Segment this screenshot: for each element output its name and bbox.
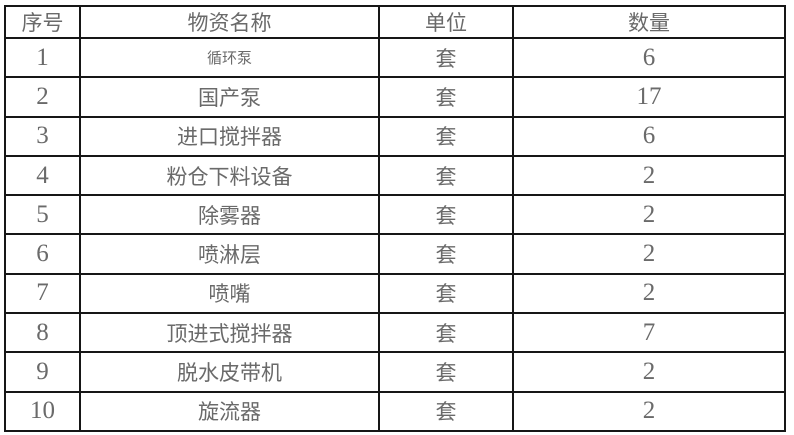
cell-qty: 6 <box>512 36 786 79</box>
cell-unit: 套 <box>378 115 514 157</box>
cell-no: 7 <box>4 272 81 315</box>
cell-unit: 套 <box>378 233 514 275</box>
cell-name: 进口搅拌器 <box>79 115 380 157</box>
table-row: 9 脱水皮带机套 2 <box>4 351 786 393</box>
cell-no: 5 <box>4 194 81 236</box>
table-row: 3 进口搅拌器套 6 <box>4 115 786 157</box>
cell-qty: 2 <box>512 272 786 315</box>
cell-no: 9 <box>4 351 81 393</box>
table-row: 7 喷嘴套 2 <box>4 272 786 315</box>
cell-no: 2 <box>4 76 81 118</box>
table-body: 1 循环泵套 6 2 国产泵套 17 3 进口搅拌器套 6 4 粉仓下料设备套 2 5 除雾器套 2 6 喷淋层… <box>4 36 786 433</box>
cell-no: 3 <box>4 115 81 157</box>
cell-unit: 套 <box>378 194 514 236</box>
table-row: 6 喷淋层套 2 <box>4 233 786 275</box>
cell-unit: 套 <box>378 154 514 197</box>
cell-qty: 2 <box>512 194 786 236</box>
header-cell-no: 序号 <box>4 5 81 39</box>
cell-name: 国产泵 <box>79 76 380 118</box>
cell-unit: 套 <box>378 36 514 79</box>
cell-unit: 套 <box>378 76 514 118</box>
cell-name: 循环泵 <box>79 36 380 79</box>
cell-qty: 2 <box>512 154 786 197</box>
cell-name: 喷嘴 <box>79 272 380 315</box>
cell-unit: 套 <box>378 272 514 315</box>
cell-qty: 2 <box>512 390 786 433</box>
header-cell-unit: 单位 <box>378 5 514 39</box>
cell-qty: 2 <box>512 233 786 275</box>
cell-no: 6 <box>4 233 81 275</box>
cell-no: 1 <box>4 36 81 79</box>
cell-unit: 套 <box>378 312 514 354</box>
cell-qty: 2 <box>512 351 786 393</box>
cell-name: 喷淋层 <box>79 233 380 275</box>
materials-table-container: 序号 物资名称 单位 数量 1 循环泵套 6 2 国产泵套 17 3 进口搅拌器套 6 4 粉仓下料设备套… <box>4 5 786 433</box>
table-row: 4 粉仓下料设备套 2 <box>4 154 786 197</box>
cell-name: 除雾器 <box>79 194 380 236</box>
cell-unit: 套 <box>378 390 514 433</box>
header-cell-qty: 数量 <box>512 5 786 39</box>
table-row: 1 循环泵套 6 <box>4 36 786 79</box>
cell-qty: 7 <box>512 312 786 354</box>
cell-name: 粉仓下料设备 <box>79 154 380 197</box>
table-row: 5 除雾器套 2 <box>4 194 786 236</box>
cell-no: 4 <box>4 154 81 197</box>
table-row: 10 旋流器套 2 <box>4 390 786 433</box>
table-row: 2 国产泵套 17 <box>4 76 786 118</box>
cell-qty: 17 <box>512 76 786 118</box>
cell-no: 10 <box>4 390 81 433</box>
materials-table: 序号 物资名称 单位 数量 1 循环泵套 6 2 国产泵套 17 3 进口搅拌器套 6 4 粉仓下料设备套… <box>4 5 786 433</box>
cell-name: 顶进式搅拌器 <box>79 312 380 354</box>
cell-name: 旋流器 <box>79 390 380 433</box>
table-header: 序号 物资名称 单位 数量 <box>4 5 786 39</box>
cell-unit: 套 <box>378 351 514 393</box>
table-row: 8 顶进式搅拌器套 7 <box>4 312 786 354</box>
header-row: 序号 物资名称 单位 数量 <box>4 5 786 39</box>
cell-no: 8 <box>4 312 81 354</box>
cell-qty: 6 <box>512 115 786 157</box>
header-cell-name: 物资名称 <box>79 5 380 39</box>
cell-name: 脱水皮带机 <box>79 351 380 393</box>
